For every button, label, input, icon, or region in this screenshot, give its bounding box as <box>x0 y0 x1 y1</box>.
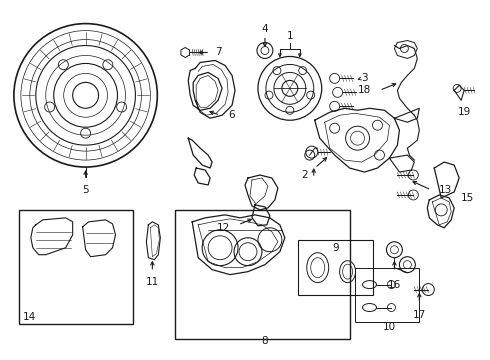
Text: 3: 3 <box>362 73 368 84</box>
Text: 16: 16 <box>388 280 401 289</box>
Bar <box>298 240 372 294</box>
Text: 12: 12 <box>217 223 230 233</box>
Text: 4: 4 <box>262 24 268 33</box>
Bar <box>355 268 419 323</box>
Text: 14: 14 <box>23 312 36 323</box>
Text: 7: 7 <box>215 48 222 58</box>
Text: 11: 11 <box>146 276 159 287</box>
Text: 8: 8 <box>262 336 268 346</box>
Text: 19: 19 <box>458 107 471 117</box>
Text: 5: 5 <box>82 185 89 195</box>
Text: 1: 1 <box>287 31 293 41</box>
Text: 18: 18 <box>358 85 371 95</box>
Text: 17: 17 <box>413 310 426 320</box>
Text: 6: 6 <box>228 110 235 120</box>
Text: 10: 10 <box>383 323 396 332</box>
Text: 13: 13 <box>439 185 452 195</box>
Text: 9: 9 <box>332 243 339 253</box>
Text: 2: 2 <box>301 170 308 180</box>
Bar <box>19 210 133 324</box>
Bar <box>175 210 349 339</box>
Text: 15: 15 <box>461 193 474 203</box>
